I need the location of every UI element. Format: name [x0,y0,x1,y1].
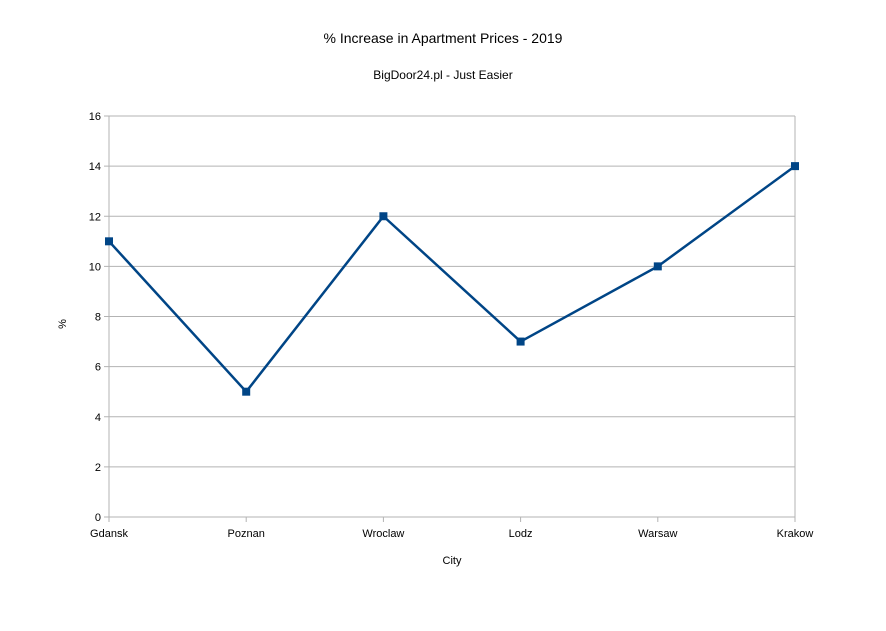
data-point-marker [105,237,113,246]
y-tick-label: 10 [89,261,101,273]
x-tick-label: Krakow [777,528,814,540]
chart-subtitle: BigDoor24.pl - Just Easier [373,68,512,82]
y-tick-label: 8 [95,312,101,324]
x-tick-label: Wroclaw [362,528,404,540]
y-axis-label: % [57,319,69,329]
y-tick-labels: 0 2 4 6 8 10 12 14 16 [89,111,101,524]
x-tick-label: Gdansk [90,528,128,540]
y-tick-label: 14 [89,161,101,173]
x-tick-label: Warsaw [638,528,677,540]
axes [104,115,796,522]
series [105,162,799,396]
series-line [108,165,796,393]
x-tick-label: Lodz [509,528,533,540]
gridlines [109,115,795,518]
data-point-marker [791,162,799,171]
x-tick-label: Poznan [228,528,265,540]
y-tick-label: 2 [95,462,101,474]
data-point-marker [242,387,251,396]
y-tick-label: 16 [89,111,101,123]
data-point-marker [379,212,388,221]
y-tick-label: 4 [95,412,101,424]
y-tick-label: 0 [95,512,101,524]
chart-title: % Increase in Apartment Prices - 2019 [324,30,563,46]
data-point-marker [653,262,662,271]
x-axis-label: City [443,555,462,567]
y-tick-label: 12 [89,211,101,223]
y-tick-label: 6 [95,362,101,374]
data-point-marker [516,337,525,346]
x-tick-labels: Gdansk Poznan Wroclaw Lodz Warsaw Krakow [90,528,813,540]
